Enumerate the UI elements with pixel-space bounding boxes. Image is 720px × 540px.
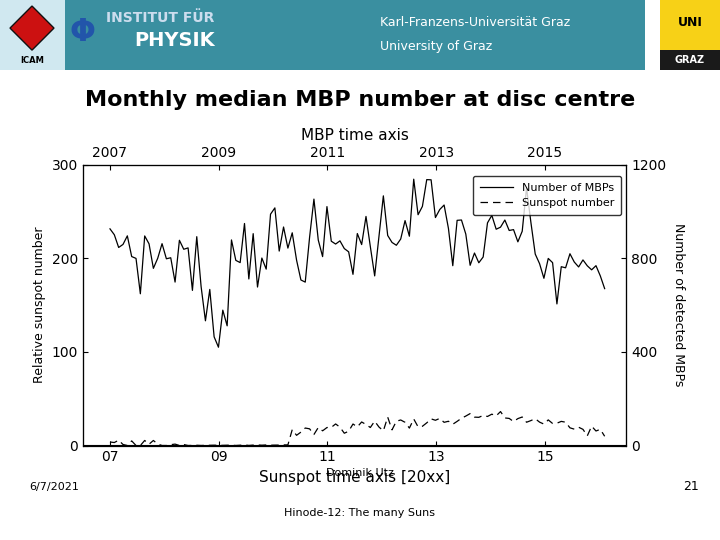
- Bar: [660, 0, 720, 70]
- Y-axis label: Relative sunspot number: Relative sunspot number: [33, 227, 46, 383]
- Bar: [645, 0, 660, 70]
- Y-axis label: Number of detected MBPs: Number of detected MBPs: [672, 224, 685, 387]
- Text: University of Graz: University of Graz: [380, 39, 492, 52]
- Bar: [0, 0, 65, 70]
- Text: 6/7/2021: 6/7/2021: [29, 482, 78, 491]
- Text: Hinode-12: The many Suns: Hinode-12: The many Suns: [284, 508, 436, 518]
- Text: Dominik Utz: Dominik Utz: [326, 468, 394, 478]
- X-axis label: Sunspot time axis [20xx]: Sunspot time axis [20xx]: [259, 470, 450, 485]
- Polygon shape: [10, 6, 54, 50]
- Text: UNI: UNI: [678, 16, 703, 29]
- Bar: [660, 50, 720, 70]
- Text: 21: 21: [683, 480, 698, 493]
- Text: GRAZ: GRAZ: [675, 55, 705, 65]
- Legend: Number of MBPs, Sunspot number: Number of MBPs, Sunspot number: [473, 176, 621, 215]
- Text: Φ: Φ: [69, 18, 95, 46]
- Text: ICAM: ICAM: [20, 56, 44, 65]
- Text: Karl-Franzens-Universität Graz: Karl-Franzens-Universität Graz: [380, 16, 570, 29]
- X-axis label: MBP time axis: MBP time axis: [301, 129, 408, 143]
- Text: PHYSIK: PHYSIK: [135, 31, 215, 50]
- Text: INSTITUT FÜR: INSTITUT FÜR: [106, 11, 214, 25]
- Text: Monthly median MBP number at disc centre: Monthly median MBP number at disc centre: [85, 90, 635, 110]
